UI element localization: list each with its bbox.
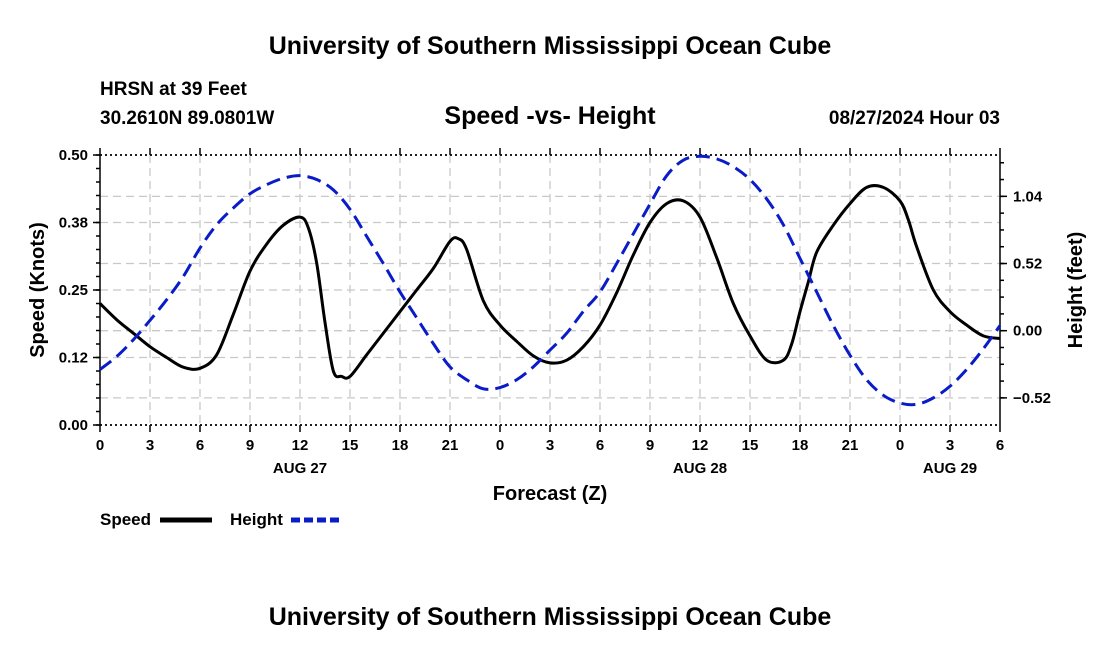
x-tick-label: 15 xyxy=(342,437,359,454)
x-tick-label: 9 xyxy=(646,437,654,454)
x-tick-label: 0 xyxy=(896,437,904,454)
x-date-label: AUG 28 xyxy=(673,460,727,477)
y-tick-label: 0.12 xyxy=(59,350,88,367)
y2-axis-label: Height (feet) xyxy=(1065,232,1087,349)
legend-height-label: Height xyxy=(230,510,283,529)
x-tick-label: 6 xyxy=(196,437,204,454)
x-tick-label: 21 xyxy=(442,437,459,454)
page-title: University of Southern Mississippi Ocean… xyxy=(269,32,832,60)
legend: Speed Height xyxy=(100,510,343,529)
y-tick-label: 0.38 xyxy=(59,215,88,232)
footer-title: University of Southern Mississippi Ocean… xyxy=(269,603,832,631)
x-tick-label: 3 xyxy=(946,437,954,454)
x-tick-label: 6 xyxy=(596,437,604,454)
x-tick-label: 9 xyxy=(246,437,254,454)
x-tick-label: 21 xyxy=(842,437,859,454)
x-tick-label: 3 xyxy=(546,437,554,454)
axis-ticks: 0 3 6 9 12 15 18 21 0 3 6 9 12 15 18 21 0 3 6 AUG 27 AUG 28 A… xyxy=(59,147,1051,477)
y-axis-label: Speed (Knots) xyxy=(27,222,49,358)
station-label: HRSN at 39 Feet xyxy=(100,79,247,100)
series-height-line xyxy=(99,154,1002,407)
x-tick-label: 18 xyxy=(792,437,809,454)
x-axis-label: Forecast (Z) xyxy=(493,483,607,505)
legend-speed-label: Speed xyxy=(100,510,151,529)
forecast-datetime: 08/27/2024 Hour 03 xyxy=(829,108,1000,129)
y2-tick-label: 1.04 xyxy=(1013,188,1043,205)
x-tick-label: 18 xyxy=(392,437,409,454)
x-tick-label: 0 xyxy=(496,437,504,454)
x-tick-label: 0 xyxy=(96,437,104,454)
chart-title: Speed -vs- Height xyxy=(444,102,656,130)
y2-tick-label: 0.52 xyxy=(1013,256,1042,273)
y-tick-label: 0.50 xyxy=(59,147,88,164)
x-tick-label: 12 xyxy=(692,437,709,454)
x-tick-label: 3 xyxy=(146,437,154,454)
x-date-label: AUG 29 xyxy=(923,460,977,477)
data-series xyxy=(98,154,1002,407)
x-tick-label: 6 xyxy=(996,437,1004,454)
x-tick-label: 15 xyxy=(742,437,759,454)
y-tick-label: 0.00 xyxy=(59,417,88,434)
y2-tick-label: −0.52 xyxy=(1013,390,1051,407)
y2-tick-label: 0.00 xyxy=(1013,323,1042,340)
station-coordinates: 30.2610N 89.0801W xyxy=(100,108,274,129)
grid-lines xyxy=(100,155,1000,425)
x-date-label: AUG 27 xyxy=(273,460,327,477)
x-tick-label: 12 xyxy=(292,437,309,454)
y-tick-label: 0.25 xyxy=(59,282,88,299)
